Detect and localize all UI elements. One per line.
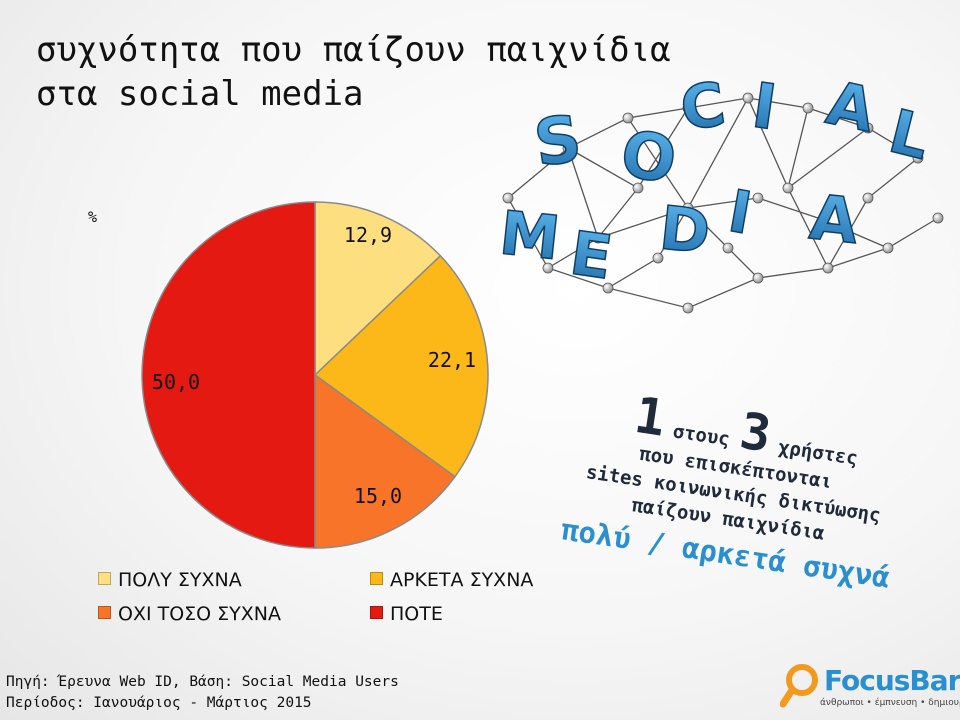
pie-slice-4 [141,201,316,549]
legend-label: ΑΡΚΕΤΑ ΣΥΧΝΑ [390,569,534,591]
legend-swatch [98,606,111,619]
chart-title: συχνότητα που παίζουν παιχνίδια στα soci… [36,28,671,116]
legend-label: ΠΟΛΥ ΣΥΧΝΑ [118,569,242,591]
graphic-letter-s: S [530,102,586,182]
pie-slice-1 [314,201,442,377]
graphic-letter-m: M [496,198,563,274]
callout-number-3: 3 [736,401,775,464]
graphic-letter-e: E [566,219,616,294]
legend-swatch [98,572,111,585]
legend-item-never: ΠΟΤΕ [370,603,443,625]
unit-label: % [88,208,98,226]
graphic-letter-l: L [882,97,936,174]
source-note: Πηγή: Έρευνα Web ID, Βάση: Social Media … [6,672,399,714]
period-line: Περίοδος: Ιανουάριος - Μάρτιος 2015 [6,695,312,711]
pie-data-label-4: 50,0 [152,370,200,394]
legend-swatch [370,606,383,619]
graphic-letter-d: D [656,193,713,268]
graphic-letter-c: C [676,78,729,145]
logo-tagline: άνθρωποι • έμπνευση • δημιουργία [820,698,960,708]
legend-item-not-so-often: ΟΧΙ ΤΟΣΟ ΣΥΧΝΑ [98,603,281,625]
social-media-graphic: S OC I A L M E D I A [496,78,944,314]
magnifier-icon [780,664,818,708]
legend-item-very-often: ΠΟΛΥ ΣΥΧΝΑ [98,569,242,591]
pie-slice-3 [314,373,457,549]
legend-item-quite-often: ΑΡΚΕΤΑ ΣΥΧΝΑ [370,569,533,591]
callout-number-1: 1 [630,385,670,448]
callout-word-1: στους [671,420,732,451]
graphic-letter-a: A [806,180,861,258]
legend-label: ΟΧΙ ΤΟΣΟ ΣΥΧΝΑ [118,603,282,625]
graphic-letter-i: I [724,177,757,248]
graphic-letter-i: I [748,78,781,144]
legend-label: ΠΟΤΕ [390,603,443,625]
chart-title-line2: στα social media [36,74,364,114]
graphic-letter-a: A [821,78,882,146]
pie-data-label-3: 15,0 [354,484,402,508]
legend-swatch [370,572,383,585]
pie-slice-2 [313,254,489,478]
source-line: Πηγή: Έρευνα Web ID, Βάση: Social Media … [6,674,399,690]
pie-data-label-2: 22,1 [428,348,476,372]
pie-data-label-1: 12,9 [344,223,392,247]
focusbari-logo: FocusBari άνθρωποι • έμπνευση • δημιουργ… [780,660,960,710]
graphic-letter-o: O [615,117,681,199]
logo-name: FocusBari [824,664,960,697]
chart-title-line1: συχνότητα που παίζουν παιχνίδια [36,30,671,70]
